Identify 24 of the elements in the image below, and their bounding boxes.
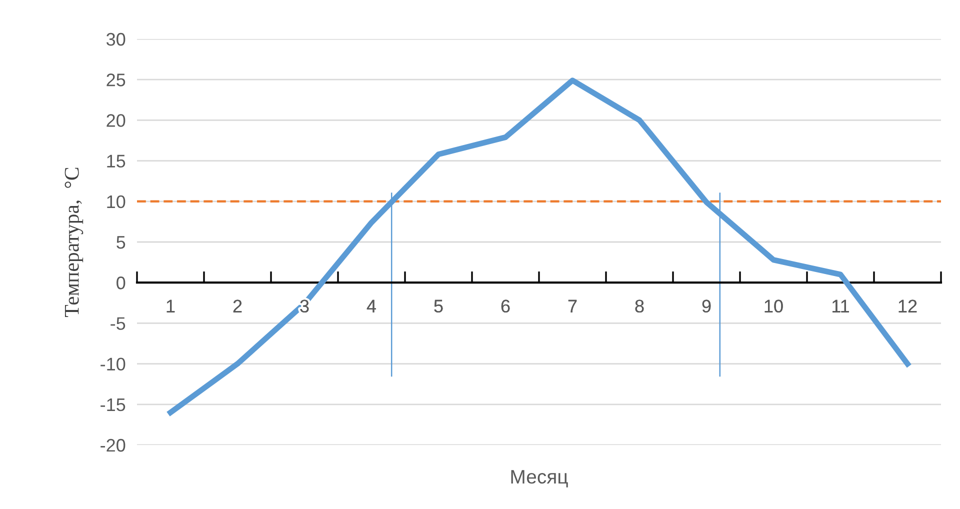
y-tick-label: 30	[106, 32, 126, 46]
x-tick-label: 7	[568, 300, 577, 312]
y-tick-label: -15	[100, 398, 126, 412]
y-tick-label: 0	[116, 276, 126, 290]
x-tick-label: 5	[434, 300, 443, 313]
x-tick-label: 4	[366, 300, 376, 312]
y-tick-label: 15	[107, 154, 126, 168]
y-tick-label: 20	[106, 114, 126, 127]
x-tick-label: 12	[898, 300, 917, 312]
x-tick-label: 9	[702, 300, 711, 313]
y-tick-label: 10	[107, 195, 126, 208]
x-axis-title: Месяц	[511, 470, 568, 488]
x-tick-label: 10	[764, 300, 783, 313]
y-tick-label: -5	[110, 317, 126, 330]
y-tick-label: 5	[116, 236, 126, 249]
y-tick-label: 25	[106, 74, 126, 86]
x-tick-label: 2	[233, 300, 242, 312]
x-tick-label: 1	[166, 300, 175, 312]
x-tick-label: 8	[635, 300, 644, 313]
x-tick-label: 11	[832, 300, 849, 312]
y-axis-title: Температура, °C	[64, 168, 84, 317]
y-tick-label: -20	[100, 438, 126, 452]
x-tick-label: 6	[501, 300, 510, 313]
y-tick-label: -10	[100, 358, 126, 371]
